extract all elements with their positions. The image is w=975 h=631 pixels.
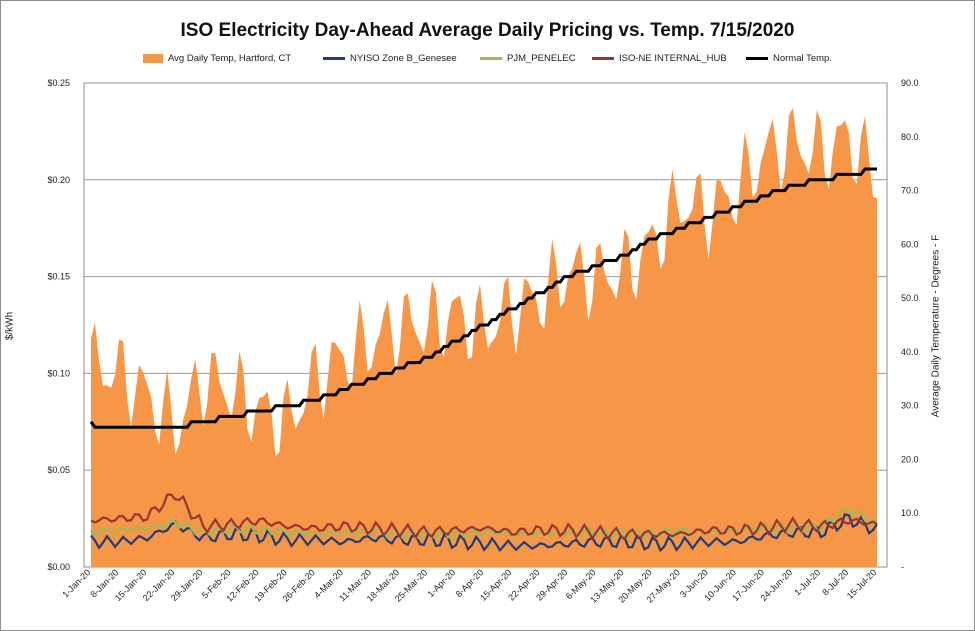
- y-right-tick-label: 30.0: [901, 401, 919, 411]
- y-left-tick-label: $0.20: [47, 175, 70, 185]
- legend-item-temp: Avg Daily Temp, Hartford, CT: [143, 53, 291, 64]
- y-right-tick-label: 10.0: [901, 508, 919, 518]
- legend-item-isone: ISO-NE INTERNAL_HUB: [592, 53, 727, 64]
- series-line-normal-temp: [89, 167, 877, 429]
- legend-swatch-temp: [143, 54, 163, 63]
- legend-label-temp: Avg Daily Temp, Hartford, CT: [168, 53, 292, 64]
- series-line-isone: [90, 493, 878, 541]
- y-right-tick-label: -: [901, 562, 904, 572]
- legend-item-normal: Normal Temp.: [746, 53, 832, 64]
- legend-label-normal: Normal Temp.: [773, 53, 832, 64]
- legend-label-nyiso: NYISO Zone B_Genesee: [350, 53, 457, 64]
- x-tick-label: 15-Jul-20: [845, 567, 879, 601]
- y-right-tick-label: 40.0: [901, 347, 919, 357]
- y-left-tick-label: $0.00: [47, 562, 70, 572]
- y-right-tick-label: 20.0: [901, 454, 919, 464]
- legend: Avg Daily Temp, Hartford, CT NYISO Zone …: [0, 53, 975, 69]
- legend-item-nyiso: NYISO Zone B_Genesee: [323, 53, 457, 64]
- x-tick-label: 1-Jul-20: [792, 567, 822, 597]
- legend-item-pjm: PJM_PENELEC: [480, 53, 576, 64]
- legend-label-isone: ISO-NE INTERNAL_HUB: [619, 53, 727, 64]
- y-right-tick-label: 90.0: [901, 78, 919, 88]
- y-right-tick-label: 70.0: [901, 186, 919, 196]
- x-tick-label: 1-Apr-20: [426, 567, 458, 599]
- legend-swatch-normal: [746, 57, 768, 60]
- y-right-tick-label: 80.0: [901, 132, 919, 142]
- y-left-tick-label: $0.05: [47, 465, 70, 475]
- y-right-tick-label: 50.0: [901, 293, 919, 303]
- chart-title: ISO Electricity Day-Ahead Average Daily …: [180, 20, 795, 41]
- legend-swatch-pjm: [480, 57, 502, 60]
- x-tick-label: 1-Jan-20: [60, 567, 92, 599]
- legend-swatch-isone: [592, 57, 614, 60]
- legend-swatch-nyiso: [323, 57, 345, 60]
- y-left-tick-label: $0.15: [47, 272, 70, 282]
- y-right-tick-label: 60.0: [901, 239, 919, 249]
- y-left-tick-label: $0.10: [47, 368, 70, 378]
- y-left-tick-label: $0.25: [47, 78, 70, 88]
- legend-label-pjm: PJM_PENELEC: [507, 53, 576, 64]
- series-area-temp: [91, 107, 877, 567]
